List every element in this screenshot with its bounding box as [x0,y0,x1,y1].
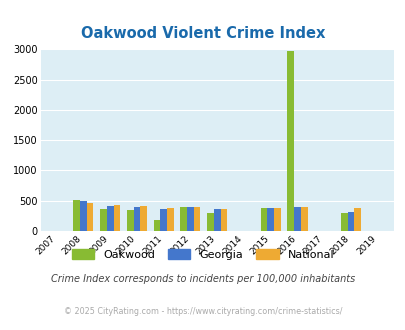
Bar [354,208,360,231]
Text: Crime Index corresponds to incidents per 100,000 inhabitants: Crime Index corresponds to incidents per… [51,274,354,284]
Bar [87,203,93,231]
Bar [73,200,80,231]
Legend: Oakwood, Georgia, National: Oakwood, Georgia, National [67,245,338,264]
Bar [273,208,280,231]
Bar [113,205,120,231]
Text: © 2025 CityRating.com - https://www.cityrating.com/crime-statistics/: © 2025 CityRating.com - https://www.city… [64,307,341,316]
Bar [107,206,113,231]
Bar [340,213,347,231]
Bar [127,210,133,231]
Bar [187,208,193,231]
Bar [267,208,273,231]
Bar [160,209,166,231]
Bar [100,209,107,231]
Bar [287,51,293,231]
Bar [213,209,220,231]
Bar [140,206,147,231]
Bar [260,208,267,231]
Bar [180,207,187,231]
Bar [133,207,140,231]
Bar [153,220,160,231]
Bar [300,207,307,231]
Bar [166,208,173,231]
Bar [293,208,300,231]
Text: Oakwood Violent Crime Index: Oakwood Violent Crime Index [81,26,324,41]
Bar [220,209,227,231]
Bar [193,208,200,231]
Bar [347,212,354,231]
Bar [80,201,87,231]
Bar [207,214,213,231]
